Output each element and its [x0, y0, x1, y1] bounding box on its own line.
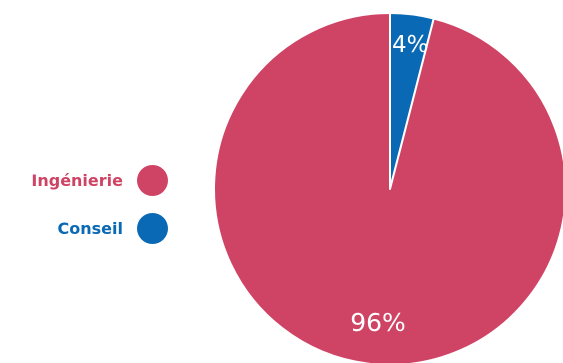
- legend-item-conseil: Conseil: [0, 212, 168, 244]
- legend-item-ingenierie: Ingénierie: [0, 164, 168, 196]
- legend-label-ingenierie: Ingénierie: [31, 170, 123, 190]
- pie-slice-ingenierie: [213, 12, 563, 363]
- pie-data-labels: 96% 4%: [350, 32, 428, 337]
- legend-swatch-conseil: [137, 212, 168, 244]
- slice-label-conseil: 4%: [392, 32, 429, 58]
- legend-swatch-ingenierie: [137, 164, 168, 196]
- legend-label-conseil: Conseil: [57, 218, 123, 238]
- slice-label-ingenierie: 96%: [350, 308, 406, 337]
- pie-slices: [213, 12, 563, 363]
